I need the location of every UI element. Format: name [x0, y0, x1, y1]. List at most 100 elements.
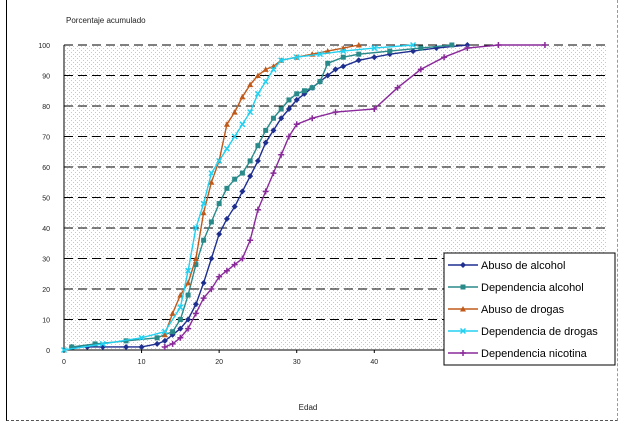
data-point	[223, 215, 230, 222]
data-point	[410, 41, 417, 49]
y-tick-label: 100	[38, 43, 50, 50]
data-point	[459, 327, 467, 335]
y-tick-label: 80	[42, 104, 50, 111]
data-point	[270, 170, 277, 177]
data-point	[92, 341, 98, 347]
data-point	[232, 176, 238, 182]
y-axis-label: Porcentaje acumulado	[66, 16, 146, 25]
data-point	[239, 121, 246, 128]
data-point	[231, 133, 238, 140]
data-point	[278, 115, 285, 122]
y-tick-label: 60	[42, 165, 50, 172]
series-5	[161, 42, 548, 350]
data-point	[208, 179, 215, 185]
data-point	[231, 203, 238, 210]
data-point	[69, 344, 75, 350]
data-point	[371, 106, 378, 113]
data-point	[192, 310, 199, 317]
data-point	[161, 328, 168, 335]
data-point	[99, 340, 106, 347]
data-point	[355, 57, 362, 64]
data-point	[161, 331, 168, 338]
data-point	[185, 267, 192, 274]
data-point	[138, 334, 145, 341]
data-point	[224, 185, 230, 191]
data-point	[324, 48, 331, 54]
data-point	[177, 292, 184, 298]
data-point	[309, 85, 315, 91]
y-tick-label: 40	[42, 226, 50, 233]
data-point	[247, 81, 254, 88]
data-point	[286, 97, 292, 103]
data-point	[239, 93, 246, 100]
data-point	[216, 231, 223, 238]
x-tick-label: 10	[138, 359, 146, 366]
data-point	[208, 286, 215, 292]
x-tick-label: 0	[62, 359, 66, 366]
data-point	[356, 51, 362, 57]
data-point	[449, 42, 455, 48]
data-point	[270, 127, 277, 134]
data-point	[239, 255, 246, 262]
data-point	[325, 60, 331, 66]
data-point	[293, 54, 300, 61]
data-point	[293, 121, 300, 128]
chart-svg: 01020304050607080901000102030405060 Porc…	[38, 16, 616, 412]
x-tick-label: 40	[370, 359, 378, 366]
data-point	[216, 201, 222, 207]
legend-item: Dependencia alcohol	[448, 282, 584, 294]
chart-frame: 01020304050607080901000102030405060 Porc…	[6, 0, 618, 421]
data-point	[170, 329, 176, 335]
data-point	[371, 54, 378, 61]
legend-item: Dependencia de drogas	[448, 326, 598, 338]
data-point	[239, 170, 245, 176]
data-point	[270, 115, 276, 121]
data-point	[254, 90, 261, 97]
data-point	[185, 292, 191, 298]
y-tick-label: 10	[42, 318, 50, 325]
data-point	[541, 42, 548, 48]
data-point	[340, 48, 347, 55]
data-point	[185, 325, 192, 332]
data-point	[441, 54, 448, 61]
data-point	[169, 340, 176, 347]
data-point	[262, 139, 269, 146]
data-point	[239, 188, 246, 195]
data-point	[418, 45, 424, 51]
y-tick-label: 0	[46, 348, 50, 355]
data-point	[216, 157, 223, 164]
data-point	[332, 109, 339, 116]
data-point	[285, 133, 292, 140]
data-point	[301, 88, 307, 94]
data-point	[231, 261, 238, 268]
data-point	[417, 66, 424, 73]
data-point	[192, 255, 199, 261]
data-point	[208, 219, 214, 225]
data-point	[317, 79, 323, 85]
data-point	[293, 96, 300, 103]
legend-label: Dependencia de drogas	[481, 326, 598, 338]
series-layer	[60, 41, 548, 354]
data-point	[285, 106, 292, 113]
data-point	[371, 45, 378, 52]
data-point	[60, 346, 68, 354]
data-point	[464, 42, 471, 48]
series-4	[60, 41, 417, 354]
data-point	[278, 57, 285, 64]
data-point	[177, 317, 183, 322]
legend-label: Dependencia alcohol	[481, 282, 584, 294]
data-point	[387, 48, 393, 54]
data-point	[161, 343, 168, 350]
data-point	[270, 66, 277, 73]
data-point	[460, 350, 466, 356]
data-point	[193, 262, 199, 268]
data-point	[200, 279, 207, 286]
data-point	[185, 316, 192, 323]
data-point	[255, 143, 261, 149]
data-point	[394, 84, 401, 91]
data-point	[216, 273, 223, 280]
legend-item: Dependencia nicotina	[448, 348, 588, 360]
data-point	[262, 66, 269, 72]
data-point	[154, 335, 160, 341]
data-point	[223, 145, 230, 152]
